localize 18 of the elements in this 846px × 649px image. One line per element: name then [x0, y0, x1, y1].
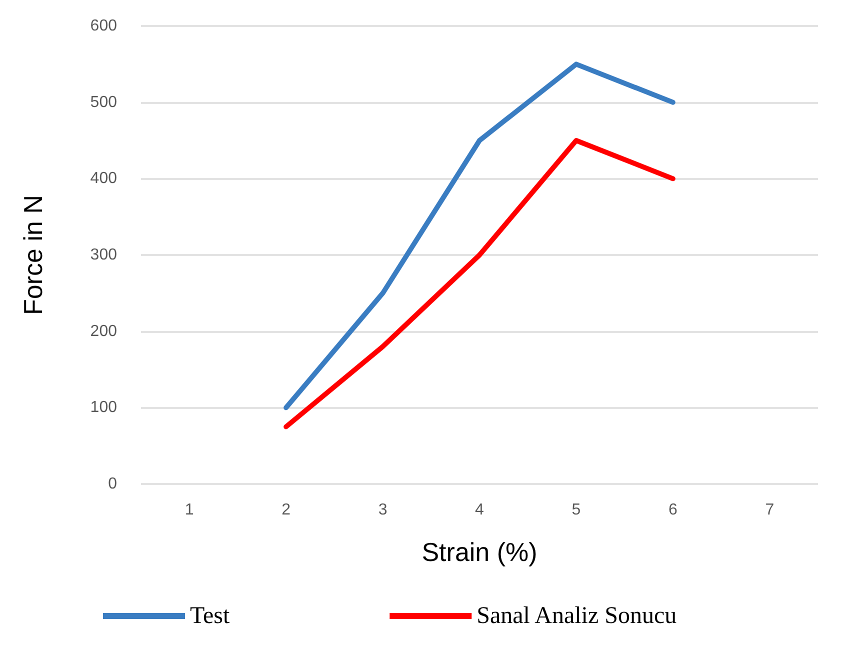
- y-tick-label: 300: [90, 246, 118, 264]
- x-tick-label: 1: [184, 502, 194, 518]
- x-tick-label: 4: [475, 502, 484, 518]
- y-tick-label: 600: [90, 18, 118, 34]
- y-tick-label: 400: [90, 170, 118, 188]
- x-axis-title: Strain (%): [422, 537, 538, 567]
- y-tick-label: 200: [90, 322, 118, 340]
- y-tick-label: 100: [90, 399, 118, 416]
- y-tick-label: 500: [90, 94, 118, 111]
- y-tick-label: 0: [108, 476, 118, 492]
- x-tick-label: 6: [668, 502, 678, 518]
- x-tick-label: 2: [282, 502, 291, 518]
- x-tick-label: 7: [765, 502, 774, 518]
- legend-label: Test: [190, 603, 230, 629]
- y-axis-title: Force in N: [18, 195, 48, 315]
- x-tick-label: 5: [572, 502, 581, 518]
- x-tick-label: 3: [378, 502, 388, 518]
- legend-label: Sanal Analiz Sonucu: [476, 603, 677, 629]
